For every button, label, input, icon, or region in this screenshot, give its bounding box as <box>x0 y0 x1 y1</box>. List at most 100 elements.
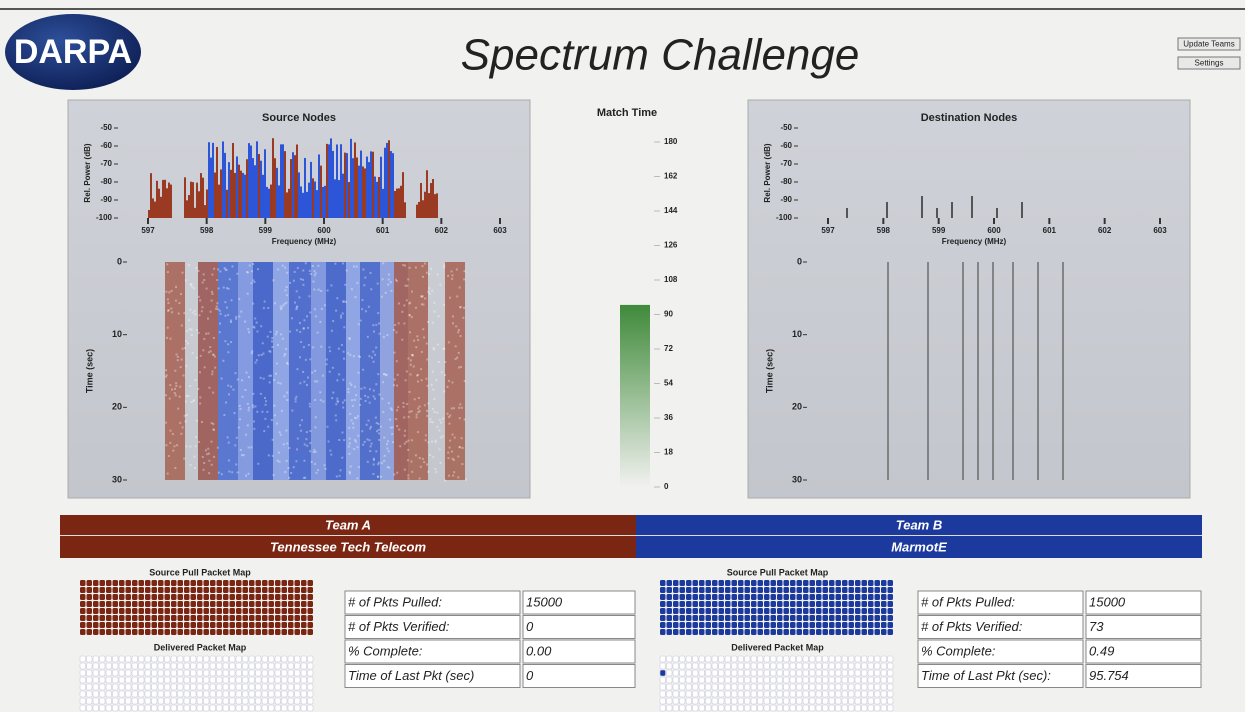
x-tick-label: 598 <box>877 226 891 235</box>
waterfall-noise <box>181 324 183 326</box>
packet-cell <box>288 677 294 683</box>
packet-cell <box>823 670 829 676</box>
waterfall-noise <box>378 439 380 441</box>
waterfall-noise <box>398 322 400 324</box>
waterfall-noise <box>210 350 212 352</box>
waterfall-noise <box>409 411 411 413</box>
packet-cell <box>849 615 855 621</box>
packet-cell <box>797 663 803 669</box>
packet-cell <box>210 698 216 704</box>
waterfall-noise <box>310 273 312 275</box>
packet-cell <box>191 629 197 635</box>
waterfall-noise <box>439 419 441 421</box>
waterfall-noise <box>193 287 195 289</box>
spectrum-bar <box>238 165 240 218</box>
packet-cell <box>751 670 757 676</box>
packet-cell <box>249 677 255 683</box>
waterfall-noise <box>252 406 254 408</box>
spectrum-bar <box>921 196 923 218</box>
packet-cell <box>862 608 868 614</box>
spectrum-bar <box>308 183 310 218</box>
packet-cell <box>751 677 757 683</box>
spectrum-bar <box>214 173 216 218</box>
packet-cell <box>282 684 288 690</box>
waterfall-noise <box>402 264 404 266</box>
waterfall-noise <box>175 286 177 288</box>
packet-cell <box>660 601 666 607</box>
packet-cell <box>191 663 197 669</box>
packet-cell <box>693 670 699 676</box>
packet-cell <box>197 656 203 662</box>
packet-cell <box>223 580 229 586</box>
waterfall-noise <box>385 292 387 294</box>
packet-cell <box>308 615 314 621</box>
waterfall-noise <box>410 461 412 463</box>
packet-cell <box>119 684 125 690</box>
packet-cell <box>803 684 809 690</box>
waterfall-noise <box>177 408 179 410</box>
packet-cell <box>667 615 673 621</box>
waterfall-noise <box>297 437 299 439</box>
waterfall-noise <box>284 267 286 269</box>
packet-cell <box>139 691 145 697</box>
waterfall-noise <box>251 270 253 272</box>
packet-cell <box>139 705 145 711</box>
packet-cell <box>197 677 203 683</box>
waterfall-noise <box>344 399 346 401</box>
y-tick-label: -90 <box>100 195 112 204</box>
packet-cell <box>113 601 119 607</box>
packet-cell <box>126 580 132 586</box>
packet-cell <box>126 684 132 690</box>
waterfall-noise <box>302 279 304 281</box>
x-tick-label: 597 <box>141 226 155 235</box>
stat-label: Time of Last Pkt (sec) <box>348 668 474 683</box>
waterfall-noise <box>370 426 372 428</box>
packet-cell <box>732 629 738 635</box>
spectrum-bar <box>352 158 354 218</box>
spectrum-bar <box>268 189 270 218</box>
waterfall-noise <box>202 281 204 283</box>
waterfall-noise <box>222 360 224 362</box>
waterfall-noise <box>196 329 198 331</box>
packet-cell <box>803 698 809 704</box>
packet-cell <box>823 580 829 586</box>
packet-cell <box>868 629 874 635</box>
waterfall-noise <box>282 338 284 340</box>
button-label[interactable]: Update Teams <box>1183 40 1234 49</box>
packet-cell <box>223 601 229 607</box>
waterfall-noise <box>350 384 352 386</box>
waterfall-noise <box>211 373 213 375</box>
packet-cell <box>667 594 673 600</box>
waterfall-noise <box>404 443 406 445</box>
packet-cell <box>673 594 679 600</box>
packet-cell <box>699 622 705 628</box>
packet-cell <box>204 684 210 690</box>
waterfall-noise <box>266 411 268 413</box>
x-tick-label: 601 <box>1043 226 1057 235</box>
waterfall-noise <box>280 382 282 384</box>
packet-cell <box>745 684 751 690</box>
packet-cell <box>230 684 236 690</box>
packet-cell <box>126 691 132 697</box>
packet-cell <box>797 698 803 704</box>
waterfall-noise <box>190 464 192 466</box>
packet-cell <box>100 670 106 676</box>
waterfall-noise <box>166 337 168 339</box>
packet-cell <box>667 656 673 662</box>
waterfall-noise <box>436 426 438 428</box>
x-tick-label: 600 <box>987 226 1001 235</box>
packet-cell <box>165 656 171 662</box>
packet-cell <box>282 705 288 711</box>
waterfall-noise <box>338 348 340 350</box>
packet-cell <box>810 587 816 593</box>
packet-cell <box>210 670 216 676</box>
packet-cell <box>862 629 868 635</box>
spectrum-bar <box>200 173 202 218</box>
packet-cell <box>667 663 673 669</box>
packet-cell <box>693 594 699 600</box>
packet-cell <box>275 580 281 586</box>
packet-cell <box>171 615 177 621</box>
button-label[interactable]: Settings <box>1195 59 1224 68</box>
packet-cell <box>829 608 835 614</box>
packet-cell <box>197 601 203 607</box>
